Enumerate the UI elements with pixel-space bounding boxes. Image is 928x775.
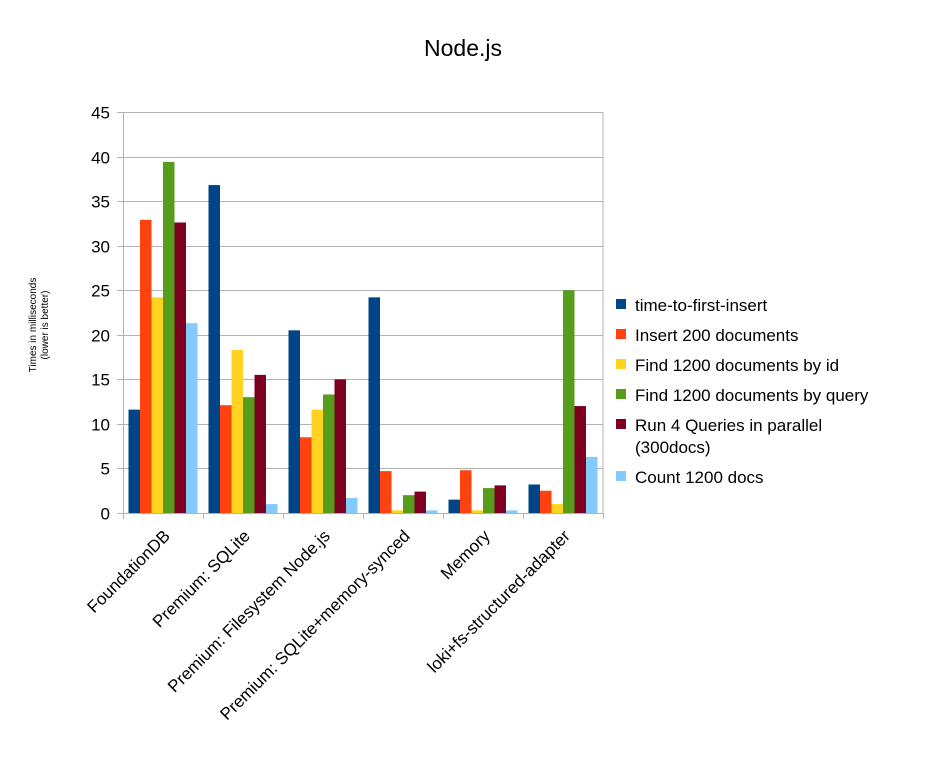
bar xyxy=(528,484,540,513)
bar xyxy=(391,510,403,513)
bar xyxy=(174,222,186,513)
bar xyxy=(311,409,323,513)
bar xyxy=(540,490,552,513)
y-tick-label: 40 xyxy=(91,149,110,168)
legend-swatch xyxy=(616,419,626,429)
y-tick-label: 5 xyxy=(101,460,110,479)
legend: time-to-first-insert Insert 200 documents… xyxy=(616,296,869,487)
bar xyxy=(288,330,300,513)
bar xyxy=(220,405,232,513)
bar xyxy=(128,409,140,513)
bar xyxy=(151,297,163,513)
legend-swatch xyxy=(616,329,626,339)
y-tick-label: 15 xyxy=(91,371,110,390)
x-category-label: loki+fs-structured-adapter xyxy=(424,526,574,676)
bar xyxy=(494,485,506,513)
y-tick-label: 45 xyxy=(91,104,110,123)
bar xyxy=(346,497,358,513)
legend-swatch xyxy=(616,299,626,309)
legend-swatch xyxy=(616,389,626,399)
y-tick-label: 0 xyxy=(101,505,110,524)
x-category-label: Memory xyxy=(437,526,494,583)
bar xyxy=(254,374,266,513)
legend-label: Find 1200 documents by query xyxy=(635,386,869,405)
legend-label: Count 1200 docs xyxy=(635,468,764,487)
y-tick-label: 35 xyxy=(91,193,110,212)
bar xyxy=(563,290,575,513)
bar xyxy=(460,470,472,513)
bar xyxy=(574,406,586,513)
y-tick-label: 30 xyxy=(91,238,110,257)
y-axis-label-line2: (lower is better) xyxy=(40,291,51,360)
bar xyxy=(586,456,598,513)
bar xyxy=(448,499,460,513)
bar xyxy=(163,161,175,513)
y-tick-label: 20 xyxy=(91,327,110,346)
y-axis-label-line1: Times in milliseconds xyxy=(28,278,39,373)
bar xyxy=(231,349,243,513)
legend-label: Insert 200 documents xyxy=(635,326,798,345)
legend-label: (300docs) xyxy=(635,438,711,457)
bar xyxy=(266,504,278,513)
x-category-label: Premium: Filesystem Node.js xyxy=(164,526,334,696)
y-tick-labels: 0 5 10 15 20 25 30 35 40 45 xyxy=(91,104,110,524)
legend-swatch xyxy=(616,359,626,369)
y-axis-label: Times in milliseconds (lower is better) xyxy=(28,278,51,373)
bar xyxy=(380,471,392,513)
bar xyxy=(243,397,255,513)
bar xyxy=(323,394,335,513)
bar xyxy=(483,488,495,513)
bar xyxy=(186,323,198,513)
bar xyxy=(506,510,518,513)
legend-swatch xyxy=(616,471,626,481)
x-category-label: FoundationDB xyxy=(84,526,174,616)
bar xyxy=(334,379,346,513)
y-tick-label: 10 xyxy=(91,416,110,435)
bar xyxy=(140,219,152,513)
bar xyxy=(208,185,220,513)
bar xyxy=(426,510,438,513)
bars xyxy=(128,161,598,513)
legend-label: Run 4 Queries in parallel xyxy=(635,416,822,435)
bar xyxy=(551,504,563,513)
bar xyxy=(414,491,426,513)
bar xyxy=(368,297,380,513)
bar xyxy=(403,495,415,513)
gridlines xyxy=(117,112,604,513)
axes xyxy=(117,112,604,519)
legend-label: time-to-first-insert xyxy=(635,296,768,315)
bar xyxy=(300,437,312,513)
chart-title: Node.js xyxy=(424,35,502,61)
legend-label: Find 1200 documents by id xyxy=(635,356,839,375)
bar xyxy=(471,510,483,513)
y-tick-label: 25 xyxy=(91,282,110,301)
